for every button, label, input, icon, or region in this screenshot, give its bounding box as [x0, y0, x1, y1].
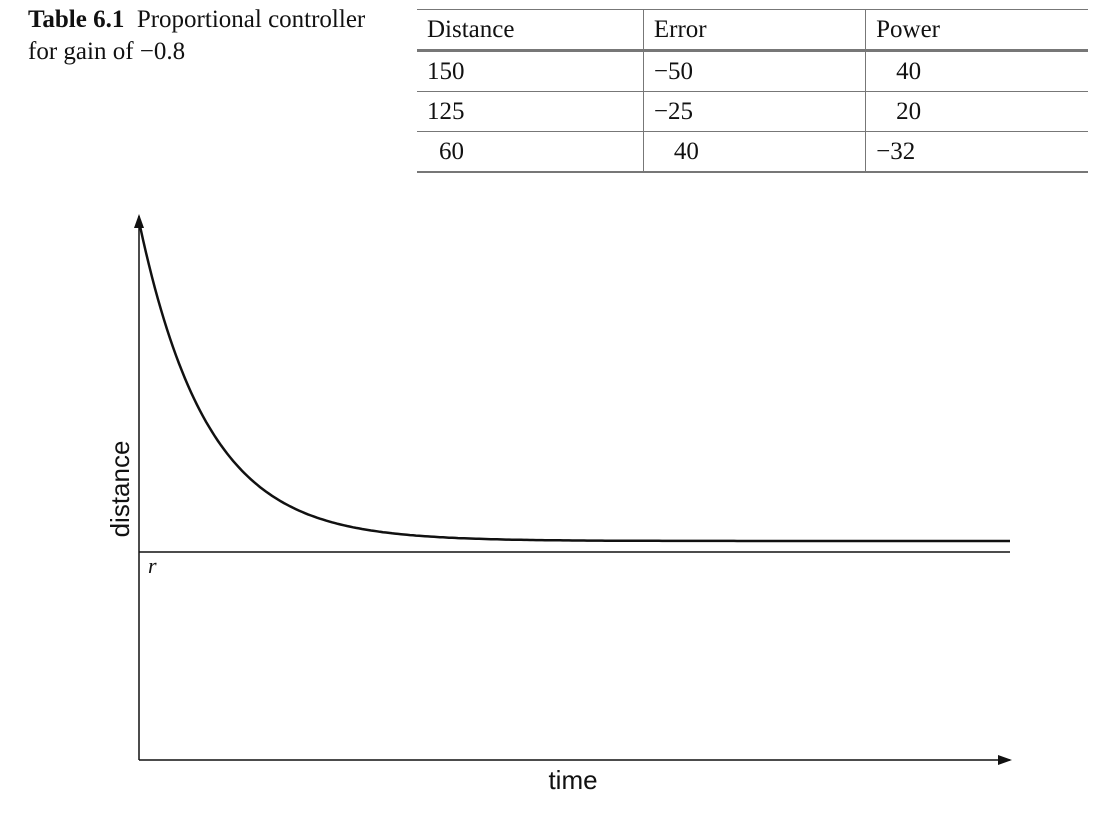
table-caption: Table 6.1 Proportional controller for ga…	[28, 4, 368, 68]
cell-error: −25	[642, 91, 866, 132]
table-row: 150 −50 40	[417, 50, 1088, 92]
table-label: Table 6.1	[28, 6, 125, 33]
cell-distance: 150	[417, 50, 644, 92]
column-header-distance: Distance	[417, 9, 644, 52]
cell-distance: 125	[417, 91, 644, 132]
y-axis-label: distance	[105, 441, 135, 538]
cell-error: −50	[642, 50, 866, 92]
column-header-error: Error	[642, 9, 866, 52]
controller-table: Distance Error Power 150 −50 40 125 −25 …	[417, 9, 1088, 173]
cell-power: −32	[865, 131, 1088, 173]
x-axis-label: time	[548, 765, 597, 795]
cell-error: 40	[642, 131, 866, 173]
reference-label: r	[148, 553, 157, 578]
cell-power: 40	[865, 50, 1088, 92]
column-header-power: Power	[865, 9, 1088, 52]
distance-curve	[138, 225, 1010, 543]
cell-power: 20	[865, 91, 1088, 132]
cell-distance: 60	[417, 131, 644, 173]
table-header-row: Distance Error Power	[417, 9, 1088, 52]
table-title: Proportional controller for gain of −0.8	[28, 6, 366, 65]
table-row: 60 40 −32	[417, 131, 1088, 173]
table-row: 125 −25 20	[417, 91, 1088, 132]
